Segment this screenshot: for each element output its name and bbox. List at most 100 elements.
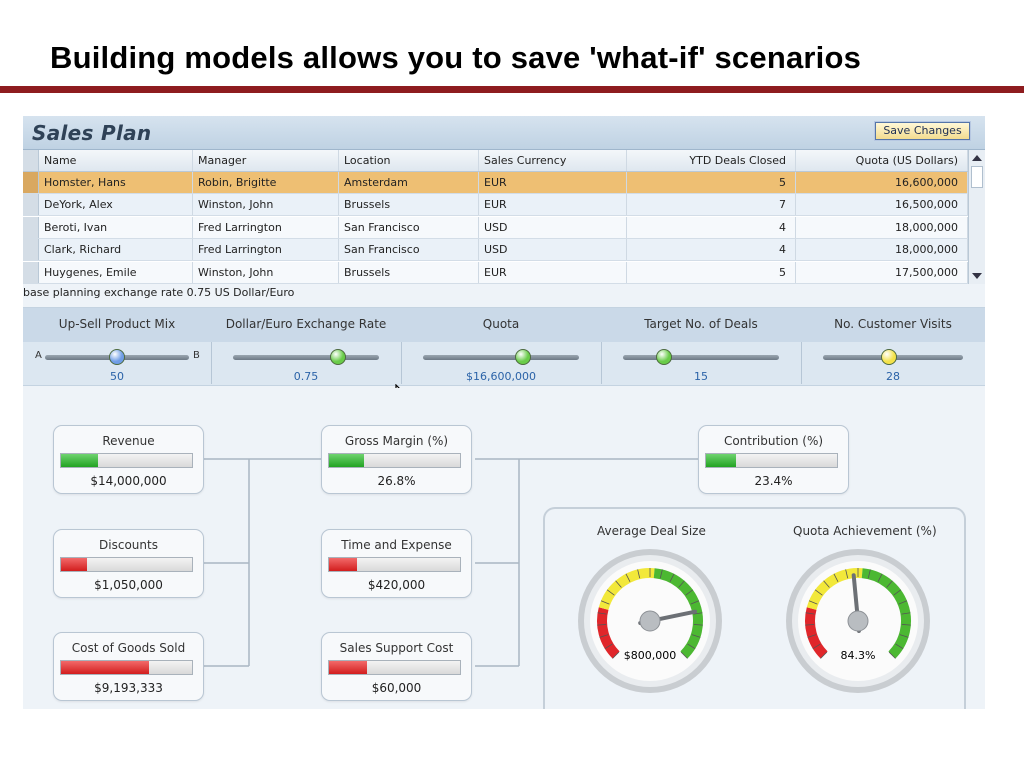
driver-customer-visits: No. Customer Visits 28 xyxy=(801,308,985,387)
cell-currency: EUR xyxy=(479,172,627,193)
scroll-thumb[interactable] xyxy=(971,166,983,188)
kpi-sales-support[interactable]: Sales Support Cost $60,000 xyxy=(321,632,472,701)
gauges-svg: $800,000 84.3% xyxy=(578,549,930,693)
title-rule xyxy=(0,86,1024,93)
column-header-location[interactable]: Location xyxy=(339,150,479,171)
exchange-rate-note: base planning exchange rate 0.75 US Doll… xyxy=(23,286,295,299)
kpi-label: Discounts xyxy=(99,538,158,552)
driver-target-deals: Target No. of Deals 15 xyxy=(601,308,801,387)
row-select-cell[interactable] xyxy=(23,261,39,283)
gauge-tick xyxy=(599,634,609,638)
kpi-label: Sales Support Cost xyxy=(339,641,454,655)
gauge-tick xyxy=(615,580,622,588)
kpi-time-expense[interactable]: Time and Expense $420,000 xyxy=(321,529,472,598)
cell-quota: 16,500,000 xyxy=(796,194,968,216)
kpi-progress-fill xyxy=(61,454,98,467)
kpi-cogs[interactable]: Cost of Goods Sold $9,193,333 xyxy=(53,632,204,701)
gauge-tick xyxy=(690,600,700,605)
kpi-progress-bar xyxy=(328,453,461,468)
kpi-contribution[interactable]: Contribution (%) 23.4% xyxy=(698,425,849,494)
row-select-cell[interactable] xyxy=(23,194,39,216)
cell-deals: 7 xyxy=(627,194,796,216)
kpi-value: $60,000 xyxy=(371,681,422,695)
quota-achievement-value: 84.3% xyxy=(841,649,876,662)
cell-deals: 4 xyxy=(627,216,796,238)
kpi-progress-bar xyxy=(328,557,461,572)
cell-location: Brussels xyxy=(339,194,479,216)
kpi-progress-fill xyxy=(329,558,357,571)
gauge-tick xyxy=(901,612,911,615)
kpi-revenue[interactable]: Revenue $14,000,000 xyxy=(53,425,204,494)
gauge-tick xyxy=(833,573,839,582)
scroll-up-icon[interactable] xyxy=(972,155,982,161)
app-title: Sales Plan xyxy=(32,121,152,145)
table-row[interactable]: Clark, Richard Fred Larrington San Francis… xyxy=(23,239,968,262)
quota-achievement-label: Quota Achievement (%) xyxy=(793,524,937,538)
driver-sliders-panel: Up-Sell Product Mix A B 50 Dollar/Euro Excha… xyxy=(23,307,985,386)
column-header-quota[interactable]: Quota (US Dollars) xyxy=(796,150,968,171)
column-header-currency[interactable]: Sales Currency xyxy=(479,150,627,171)
cell-manager: Robin, Brigitte xyxy=(193,172,339,193)
sales-plan-app: Sales Plan Save Changes Name Manager Loc… xyxy=(23,116,985,709)
driver-quota: Quota $16,600,000 xyxy=(401,308,601,387)
slider-value: 50 xyxy=(110,370,124,383)
slider-knob[interactable] xyxy=(880,349,897,365)
kpi-label: Time and Expense xyxy=(341,538,452,552)
scroll-down-icon[interactable] xyxy=(972,273,982,279)
gauge-tick xyxy=(669,573,675,582)
kpi-discounts[interactable]: Discounts $1,050,000 xyxy=(53,529,204,598)
gauge-tick xyxy=(606,589,615,596)
slider-knob[interactable] xyxy=(109,349,125,365)
kpi-label: Revenue xyxy=(102,434,155,448)
cell-manager: Winston, John xyxy=(193,261,339,283)
row-select-cell[interactable] xyxy=(23,216,39,238)
kpi-progress-bar xyxy=(60,453,193,468)
kpi-label: Contribution (%) xyxy=(723,434,824,448)
slider-value: $16,600,000 xyxy=(466,370,536,383)
gauge-tick xyxy=(888,651,896,659)
slider-value: 0.75 xyxy=(293,370,319,383)
save-changes-button[interactable]: Save Changes xyxy=(874,121,971,141)
slider-value: 15 xyxy=(694,370,708,383)
gauge-tick xyxy=(898,600,908,605)
driver-separator xyxy=(211,342,212,384)
kpi-value: 26.8% xyxy=(377,474,416,488)
driver-label: Target No. of Deals xyxy=(644,317,758,331)
column-header-manager[interactable]: Manager xyxy=(193,150,339,171)
table-scrollbar[interactable] xyxy=(968,150,985,284)
kpi-progress-fill xyxy=(706,454,737,467)
slider-track[interactable] xyxy=(233,355,379,360)
model-connector-lines xyxy=(204,458,698,667)
gauge-tick xyxy=(807,634,817,638)
gauge-tick xyxy=(899,634,909,638)
kpi-progress-fill xyxy=(61,661,149,674)
gauge-tick xyxy=(808,600,818,605)
kpi-label: Gross Margin (%) xyxy=(344,434,449,448)
kpi-label: Cost of Goods Sold xyxy=(71,641,186,655)
slider-knob[interactable] xyxy=(330,349,347,365)
row-select-cell[interactable] xyxy=(23,172,39,193)
gauge-tick xyxy=(814,589,823,596)
cell-name: Homster, Hans xyxy=(39,172,193,193)
table-row[interactable]: Homster, Hans Robin, Brigitte Amsterdam EUR… xyxy=(23,172,968,194)
gauge-tick xyxy=(625,573,631,582)
column-header-name[interactable]: Name xyxy=(39,150,193,171)
table-row[interactable]: Huygenes, Emile Winston, John Brussels EUR 5… xyxy=(23,261,968,284)
table-row[interactable]: Beroti, Ivan Fred Larrington San Francisco… xyxy=(23,216,968,239)
row-select-cell[interactable] xyxy=(23,239,39,261)
column-header-deals[interactable]: YTD Deals Closed xyxy=(627,150,796,171)
kpi-value: $9,193,333 xyxy=(94,681,163,695)
sales-table: Name Manager Location Sales Currency YTD… xyxy=(23,150,985,284)
table-row[interactable]: DeYork, Alex Winston, John Brussels EUR 7 16,… xyxy=(23,194,968,217)
slider-knob[interactable] xyxy=(514,349,531,365)
slider-track[interactable] xyxy=(423,355,579,360)
driver-upsell-product-mix: Up-Sell Product Mix A B 50 xyxy=(23,308,211,387)
kpi-gross-margin[interactable]: Gross Margin (%) 26.8% xyxy=(321,425,472,494)
slider-knob[interactable] xyxy=(655,349,672,365)
cell-currency: EUR xyxy=(479,194,627,216)
slider-track[interactable] xyxy=(623,355,779,360)
slider-value: 28 xyxy=(886,370,900,383)
cell-deals: 5 xyxy=(627,261,796,283)
gauge-tick xyxy=(637,569,641,579)
cell-quota: 16,600,000 xyxy=(796,172,968,193)
